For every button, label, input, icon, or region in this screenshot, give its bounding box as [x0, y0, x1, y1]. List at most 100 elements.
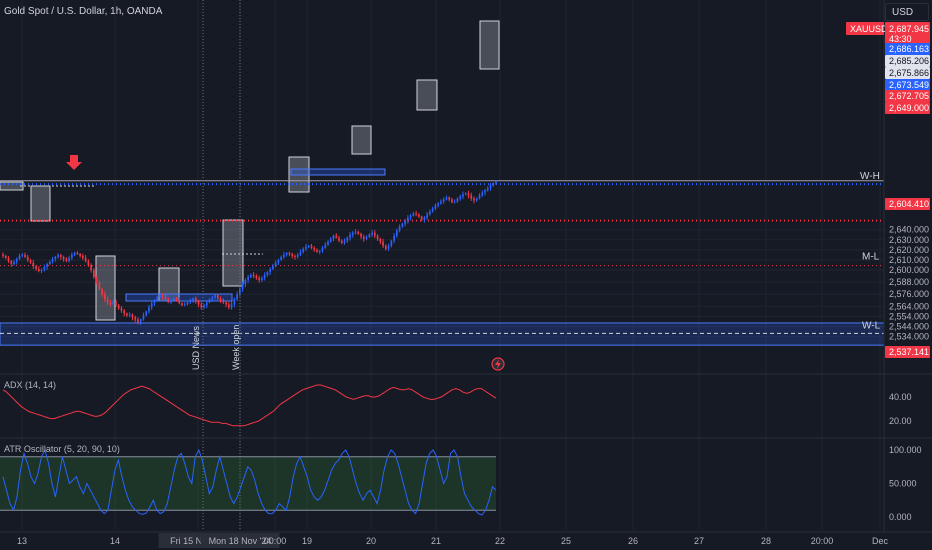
symbol-tag	[846, 22, 884, 35]
candle-body	[302, 248, 305, 252]
candle-body	[79, 253, 81, 256]
candle-body	[236, 294, 238, 300]
candle-body	[134, 317, 137, 320]
candle-body	[186, 302, 189, 305]
candle-body	[340, 240, 343, 243]
atr-legend-label[interactable]: ATR Oscillator (5, 20, 90, 10)	[4, 444, 120, 454]
symbol-tag-text: XAUUSD	[850, 24, 888, 34]
price-tick-label: 2,534.000	[889, 332, 929, 342]
candle-body	[7, 257, 10, 261]
candle-body	[230, 304, 233, 308]
candle-body	[462, 194, 464, 197]
candle-body	[139, 319, 142, 323]
level-layer: W-H M-L W-L	[0, 171, 884, 334]
currency-button[interactable]: USD	[885, 3, 929, 21]
candle-body	[305, 246, 307, 249]
adx-tick-label: 40.00	[889, 392, 912, 402]
price-tag-text: 2,537.141	[889, 347, 929, 357]
candle-body	[65, 258, 68, 261]
candle-body	[329, 238, 332, 242]
candle-body	[62, 256, 65, 259]
candle-body	[131, 314, 134, 318]
candle-body	[76, 252, 79, 254]
time-tick-label: 25	[561, 536, 571, 546]
candle-body	[420, 216, 423, 220]
candle-body	[382, 241, 384, 246]
candle-body	[73, 252, 76, 255]
candle-body	[464, 193, 467, 195]
candle-body	[222, 300, 225, 303]
candle-body	[167, 299, 170, 303]
candle-body	[15, 258, 18, 262]
candle-body	[137, 319, 139, 323]
candle-body	[189, 300, 192, 303]
candle-body	[117, 305, 120, 309]
candle-body	[343, 240, 346, 243]
price-tick-label: 2,588.000	[889, 277, 929, 287]
atr-tick-label: 0.000	[889, 512, 912, 522]
candle-body	[313, 247, 316, 250]
candle-body	[51, 258, 54, 262]
candle-body	[21, 254, 24, 256]
candle-body	[175, 298, 178, 301]
time-tick-label: 21	[431, 536, 441, 546]
down-arrow-icon	[66, 155, 82, 170]
candle-body	[307, 245, 310, 247]
price-tag	[885, 198, 930, 210]
candle-body	[48, 261, 51, 264]
candle-body	[318, 250, 321, 252]
time-tick-label: 14	[110, 536, 120, 546]
candle-body	[404, 220, 406, 224]
candle-body	[128, 314, 131, 316]
candle-body	[269, 269, 272, 273]
price-tick-label: 2,600.000	[889, 265, 929, 275]
price-tag-text: 2,604.410	[889, 199, 929, 209]
time-tick-label: 20	[366, 536, 376, 546]
price-tick-label: 2,554.000	[889, 311, 929, 321]
candle-body	[437, 203, 440, 206]
candle-body	[87, 260, 90, 265]
demand-box	[290, 168, 386, 176]
time-label-box	[200, 533, 280, 548]
time-tick-label: 20:00	[811, 536, 834, 546]
candle-body	[142, 315, 145, 320]
candle-body	[354, 231, 357, 233]
candle-body	[214, 295, 216, 298]
candle-body	[332, 235, 335, 239]
candle-body	[194, 298, 197, 302]
candle-body	[401, 223, 404, 227]
candle-body	[277, 259, 280, 263]
candle-body	[473, 198, 475, 201]
time-tick-label: Fri 15 Nov '24	[170, 536, 226, 546]
candle-body	[459, 196, 462, 199]
candle-body	[211, 297, 214, 300]
candle-body	[288, 252, 291, 254]
candle-body	[18, 255, 21, 259]
adx-legend-label[interactable]: ADX (14, 14)	[4, 380, 57, 390]
candle-body	[398, 226, 401, 231]
candle-body	[296, 254, 299, 257]
wl-label: W-L	[862, 320, 881, 331]
price-tag	[885, 102, 930, 114]
candle-body	[346, 237, 349, 241]
candle-body	[104, 294, 106, 300]
candle-body	[368, 234, 371, 237]
candle-body	[445, 197, 448, 200]
week-open-label: Week open	[231, 325, 241, 370]
price-tag-text: 2,649.000	[889, 103, 929, 113]
weekly-low-zone	[0, 322, 885, 346]
candle-body	[294, 255, 296, 257]
candle-body	[84, 257, 87, 261]
countdown-text: 43:30	[889, 34, 912, 44]
candle-body	[150, 303, 153, 308]
candle-body	[203, 305, 205, 308]
highlight-box	[0, 181, 24, 191]
price-tag	[885, 346, 930, 358]
candle-body	[440, 201, 442, 204]
candle-body	[442, 199, 445, 202]
candle-body	[192, 298, 194, 301]
candle-body	[82, 255, 84, 258]
candle-body	[29, 259, 32, 263]
